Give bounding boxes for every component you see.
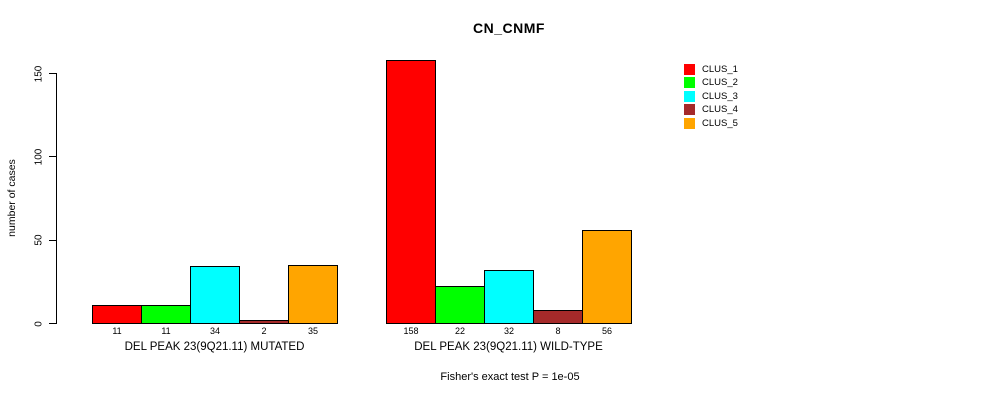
bar-clus_2: [435, 286, 485, 324]
bar-clus_1: [92, 305, 142, 324]
legend-label-clus_5: CLUS_5: [702, 117, 738, 129]
bar-clus_3: [190, 266, 240, 324]
legend-label-clus_2: CLUS_2: [702, 77, 738, 89]
y-axis-tick-label: 150: [33, 65, 45, 82]
bar-value-label: 8: [555, 326, 561, 336]
legend-label-clus_4: CLUS_4: [702, 104, 738, 116]
y-axis-label: number of cases: [6, 159, 18, 237]
legend-swatch-clus_3: [684, 90, 695, 102]
y-axis-tick: [49, 156, 56, 158]
legend-label-clus_3: CLUS_3: [702, 90, 738, 102]
group-label: DEL PEAK 23(9Q21.11) MUTATED: [124, 341, 305, 353]
legend-swatch-clus_2: [684, 77, 695, 89]
y-axis-tick: [49, 239, 56, 241]
bar-clus_4: [239, 320, 289, 324]
y-axis-line: [56, 73, 57, 324]
bar-clus_1: [386, 60, 436, 324]
bar-value-label: 22: [454, 326, 466, 336]
y-axis-tick-label: 0: [33, 320, 45, 327]
bar-clus_3: [484, 270, 534, 324]
bar-clus_4: [533, 310, 583, 324]
bar-value-label: 158: [403, 326, 419, 336]
bar-value-label: 35: [307, 326, 319, 336]
legend-label-clus_1: CLUS_1: [702, 64, 738, 75]
legend-swatch-clus_4: [684, 104, 695, 116]
bar-value-label: 11: [112, 326, 122, 336]
chart-title: CN_CNMF: [473, 20, 545, 36]
y-axis-tick: [49, 323, 56, 324]
y-axis-tick-label: 100: [33, 148, 45, 166]
legend-swatch-clus_1: [684, 64, 695, 75]
y-axis-tick: [49, 73, 56, 74]
bar-clus_5: [582, 230, 632, 324]
bar-clus_5: [288, 265, 338, 324]
group-label: DEL PEAK 23(9Q21.11) WILD-TYPE: [414, 341, 603, 353]
bar-value-label: 34: [209, 326, 221, 336]
legend-swatch-clus_5: [684, 117, 695, 129]
bar-value-label: 2: [261, 326, 267, 336]
bar-value-label: 56: [601, 326, 613, 336]
bar-value-label: 11: [161, 326, 171, 336]
y-axis-tick-label: 50: [33, 234, 45, 246]
bar-clus_2: [141, 305, 191, 324]
fisher-test-annotation: Fisher's exact test P = 1e-05: [440, 371, 580, 383]
bar-value-label: 32: [503, 326, 515, 336]
